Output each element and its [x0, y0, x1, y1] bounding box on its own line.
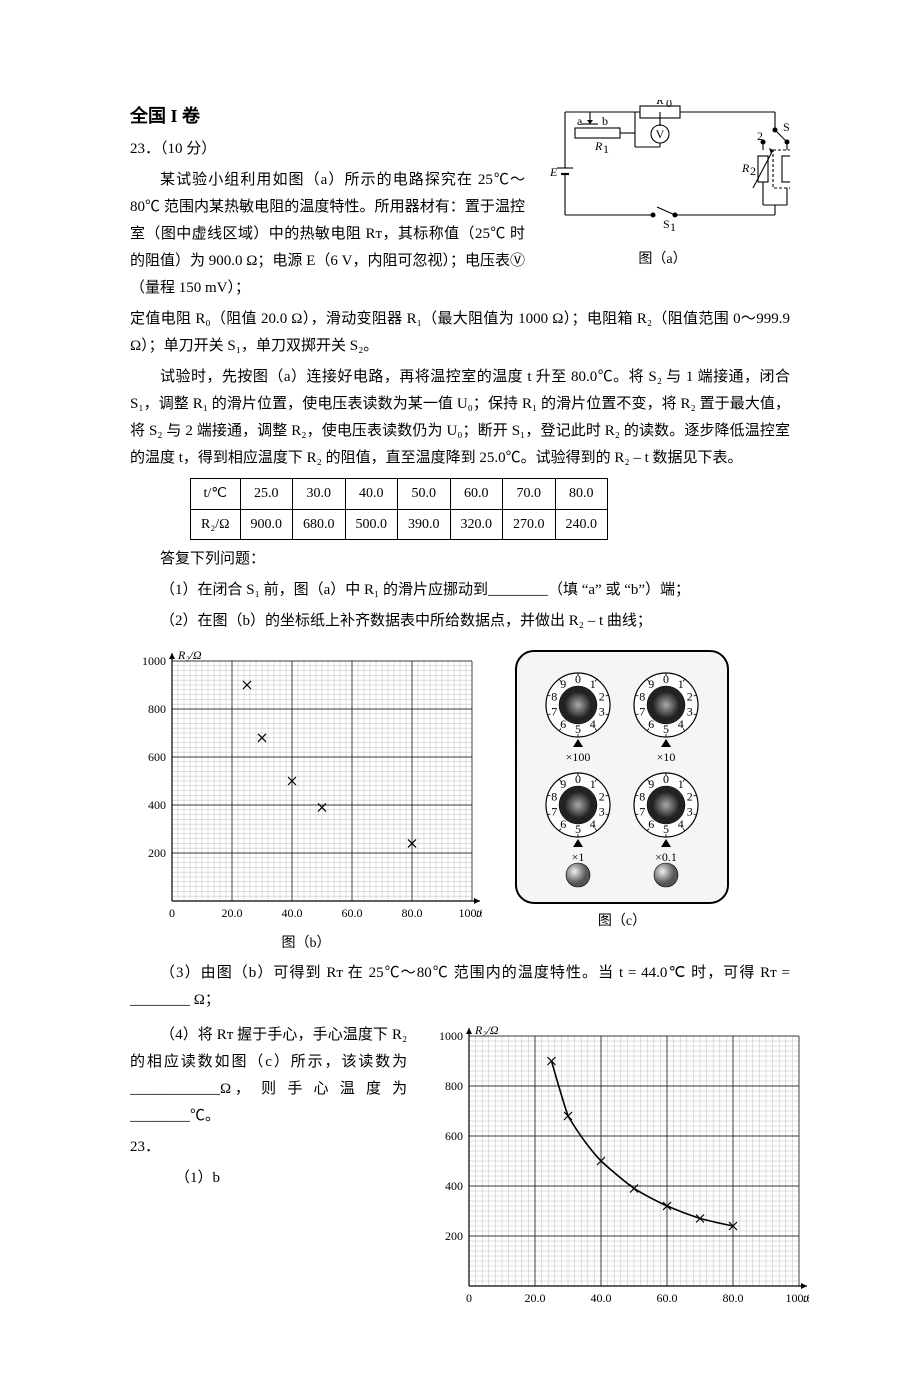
svg-text:80.0: 80.0 [723, 1291, 744, 1305]
circuit-caption: 图（a） [535, 247, 790, 272]
svg-text:1000: 1000 [142, 654, 166, 668]
answer-header: 23． [130, 1134, 407, 1161]
svg-text:60.0: 60.0 [657, 1291, 678, 1305]
svg-text:R: R [741, 161, 750, 175]
svg-text:S: S [783, 120, 790, 134]
data-table: t/℃25.030.040.050.060.070.080.0 R₂/Ω900.… [190, 478, 608, 539]
svg-text:8: 8 [551, 689, 557, 703]
svg-text:0: 0 [169, 906, 175, 920]
svg-text:200: 200 [148, 846, 166, 860]
chart-answer-box: 020.040.060.080.0100.02004006008001000t/… [427, 1022, 809, 1314]
svg-text:600: 600 [445, 1129, 463, 1143]
svg-text:7: 7 [639, 804, 645, 818]
svg-text:3: 3 [599, 704, 605, 718]
svg-text:×10: ×10 [657, 750, 676, 764]
svg-text:0: 0 [466, 1291, 472, 1305]
svg-text:9: 9 [648, 677, 654, 691]
chart-b-svg: 020.040.060.080.0100.02004006008001000t/… [130, 647, 482, 929]
svg-text:×0.1: ×0.1 [655, 850, 677, 864]
chart-b-caption: 图（b） [282, 931, 331, 956]
svg-text:7: 7 [551, 804, 557, 818]
svg-text:200: 200 [445, 1229, 463, 1243]
svg-text:20.0: 20.0 [222, 906, 243, 920]
question-4: （4）将 Rᴛ 握于手心，手心温度下 R₂ 的相应读数如图（c）所示，该读数为 … [130, 1022, 407, 1130]
svg-text:2: 2 [599, 789, 605, 803]
svg-text:1000: 1000 [439, 1029, 463, 1043]
svg-text:400: 400 [445, 1179, 463, 1193]
svg-text:3: 3 [599, 804, 605, 818]
svg-text:S: S [663, 217, 670, 231]
svg-text:9: 9 [648, 777, 654, 791]
svg-text:t/℃: t/℃ [803, 1291, 809, 1305]
svg-text:8: 8 [639, 689, 645, 703]
paragraph-1b: 定值电阻 R₀（阻值 20.0 Ω），滑动变阻器 R₁（最大阻值为 1000 Ω… [130, 306, 790, 360]
svg-text:8: 8 [551, 789, 557, 803]
circuit-svg: R0 a b R1 V E S1 S2 2 1 R2 RT [535, 100, 790, 235]
chart-c-caption: 图（c） [598, 909, 646, 934]
svg-text:2: 2 [750, 164, 756, 178]
paragraph-2: 试验时，先按图（a）连接好电路，再将温控室的温度 t 升至 80.0℃。将 S₂… [130, 364, 790, 472]
svg-text:40.0: 40.0 [591, 1291, 612, 1305]
svg-text:40.0: 40.0 [282, 906, 303, 920]
svg-text:7: 7 [639, 704, 645, 718]
question-2: （2）在图（b）的坐标纸上补齐数据表中所给数据点，并做出 R₂ – t 曲线； [130, 608, 790, 635]
svg-text:20.0: 20.0 [525, 1291, 546, 1305]
chart-c-svg: 0123456789×1000123456789×100123456789×10… [512, 647, 732, 907]
svg-text:V: V [656, 127, 665, 141]
svg-text:×100: ×100 [566, 750, 591, 764]
svg-text:1: 1 [678, 777, 684, 791]
chart-c-box: 0123456789×1000123456789×100123456789×10… [512, 647, 732, 934]
chart-answer-svg: 020.040.060.080.0100.02004006008001000t/… [427, 1022, 809, 1314]
circuit-figure: R0 a b R1 V E S1 S2 2 1 R2 RT 图（a） [535, 100, 790, 272]
question-3: （3）由图（b）可得到 Rᴛ 在 25℃～80℃ 范围内的温度特性。当 t = … [130, 960, 790, 1014]
svg-text:t/℃: t/℃ [476, 906, 482, 920]
svg-text:600: 600 [148, 750, 166, 764]
svg-text:9: 9 [560, 777, 566, 791]
svg-text:9: 9 [560, 677, 566, 691]
svg-text:2: 2 [687, 789, 693, 803]
svg-text:7: 7 [551, 704, 557, 718]
svg-text:×1: ×1 [572, 850, 585, 864]
svg-text:1: 1 [590, 777, 596, 791]
svg-text:R₂/Ω: R₂/Ω [177, 648, 202, 662]
svg-text:400: 400 [148, 798, 166, 812]
svg-text:a: a [577, 114, 583, 128]
svg-text:1: 1 [590, 677, 596, 691]
svg-text:1: 1 [603, 142, 609, 156]
table-header-row: t/℃25.030.040.050.060.070.080.0 [191, 479, 608, 509]
svg-text:8: 8 [639, 789, 645, 803]
svg-text:2: 2 [757, 129, 763, 143]
svg-text:R₂/Ω: R₂/Ω [474, 1023, 499, 1037]
svg-text:R: R [655, 100, 664, 107]
svg-text:3: 3 [687, 804, 693, 818]
answer-1: （1）b [130, 1165, 407, 1192]
svg-text:1: 1 [678, 677, 684, 691]
svg-text:3: 3 [687, 704, 693, 718]
svg-text:b: b [602, 114, 608, 128]
svg-text:80.0: 80.0 [402, 906, 423, 920]
svg-text:2: 2 [687, 689, 693, 703]
svg-text:1: 1 [670, 220, 676, 234]
svg-text:2: 2 [599, 689, 605, 703]
svg-text:E: E [549, 165, 558, 179]
prompt: 答复下列问题： [130, 546, 790, 573]
svg-text:800: 800 [445, 1079, 463, 1093]
svg-text:R: R [594, 139, 603, 153]
chart-b-box: 020.040.060.080.0100.02004006008001000t/… [130, 647, 482, 956]
svg-text:60.0: 60.0 [342, 906, 363, 920]
question-1: （1）在闭合 S₁ 前，图（a）中 R₁ 的滑片应挪动到________（填 “… [130, 577, 790, 604]
svg-text:800: 800 [148, 702, 166, 716]
svg-text:0: 0 [666, 100, 672, 110]
table-data-row: R₂/Ω900.0680.0500.0390.0320.0270.0240.0 [191, 509, 608, 539]
